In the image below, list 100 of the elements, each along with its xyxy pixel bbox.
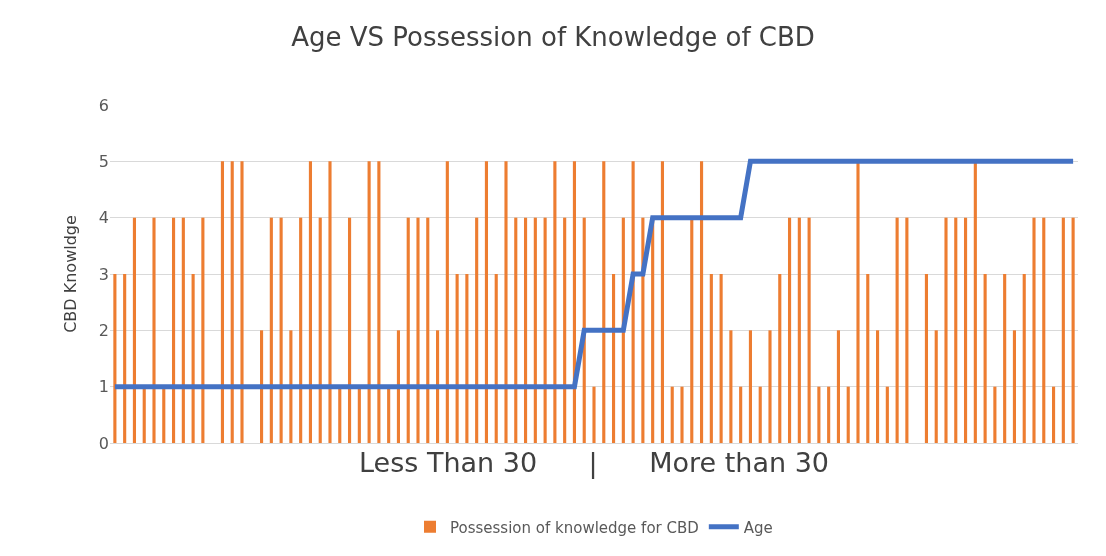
bar: [817, 386, 821, 443]
bar: [514, 217, 518, 443]
bar: [963, 217, 968, 443]
bar: [787, 217, 792, 443]
bar: [553, 161, 557, 443]
bar: [533, 217, 537, 443]
bar: [944, 217, 948, 443]
bar: [171, 217, 176, 443]
y-tick-label: 5: [98, 151, 109, 171]
bar: [426, 217, 430, 443]
bar: [465, 274, 469, 443]
bar: [797, 217, 801, 443]
bar: [602, 161, 606, 443]
bar: [875, 330, 880, 443]
x-axis-title: Less Than 30 | More than 30: [359, 447, 829, 480]
bar: [230, 161, 234, 443]
bar: [827, 386, 831, 443]
bar: [807, 217, 811, 443]
bar: [289, 330, 293, 443]
bar: [973, 161, 977, 443]
bar: [387, 386, 391, 443]
bar: [113, 274, 117, 443]
bar: [1042, 217, 1046, 443]
bar: [690, 217, 694, 443]
bar: [377, 161, 381, 443]
bar: [543, 217, 547, 443]
bar: [259, 330, 264, 443]
bar: [983, 274, 987, 443]
bar: [885, 386, 889, 443]
y-tick-label: 0: [98, 433, 109, 453]
bar: [611, 274, 616, 443]
bar: [1003, 274, 1007, 443]
bar: [1032, 217, 1036, 443]
bar: [455, 274, 459, 443]
bar: [416, 217, 420, 443]
bar: [660, 161, 665, 443]
y-tick-label: 2: [98, 320, 109, 340]
bar: [563, 217, 567, 443]
bar: [338, 386, 342, 443]
bar: [279, 217, 283, 443]
bar: [435, 330, 440, 443]
bar: [758, 386, 762, 443]
bar: [924, 274, 929, 443]
bar: [367, 161, 371, 443]
bar: [240, 161, 244, 443]
bar: [729, 330, 733, 443]
bar: [572, 161, 577, 443]
bar: [954, 217, 958, 443]
y-tick-label: 3: [98, 264, 109, 284]
y-tick-label: 1: [98, 377, 109, 397]
bar: [299, 217, 303, 443]
bar: [318, 217, 322, 443]
bar: [768, 330, 772, 443]
bar: [836, 330, 841, 443]
bar: [739, 386, 743, 443]
legend-label: Age: [743, 518, 773, 537]
bar: [181, 217, 185, 443]
chart-title: Age VS Possession of Knowledge of CBD: [291, 22, 815, 52]
bar: [475, 217, 479, 443]
bar: [162, 386, 166, 443]
bar: [699, 161, 704, 443]
bar: [308, 161, 313, 443]
bar: [905, 217, 909, 443]
y-axis-title: CBD Knowldge: [60, 215, 80, 333]
bar: [132, 217, 137, 443]
bar: [357, 386, 361, 443]
bar: [856, 161, 860, 443]
bar: [406, 217, 410, 443]
bar: [592, 386, 596, 443]
bar: [934, 330, 938, 443]
bar: [631, 161, 635, 443]
bar: [993, 386, 997, 443]
bar: [504, 161, 508, 443]
bar: [191, 274, 195, 443]
bar: [328, 161, 332, 443]
bar: [778, 274, 782, 443]
bar: [347, 217, 352, 443]
bar: [670, 386, 674, 443]
bar: [269, 217, 273, 443]
y-tick-label: 6: [98, 95, 109, 115]
bar: [445, 161, 449, 443]
y-tick-label: 4: [98, 208, 109, 228]
bar: [866, 274, 870, 443]
bar: [152, 217, 156, 443]
bar: [123, 274, 127, 443]
bar: [1051, 386, 1056, 443]
bar: [1071, 217, 1075, 443]
bar: [1022, 274, 1026, 443]
bar: [396, 330, 401, 443]
bar: [220, 161, 225, 443]
bar: [142, 386, 146, 443]
bar: [846, 386, 850, 443]
bar: [484, 161, 489, 443]
bar: [748, 330, 753, 443]
bar: [201, 217, 205, 443]
bar: [523, 217, 528, 443]
bar: [895, 217, 899, 443]
bar: [1012, 330, 1017, 443]
bar: [494, 274, 498, 443]
bar: [709, 274, 713, 443]
